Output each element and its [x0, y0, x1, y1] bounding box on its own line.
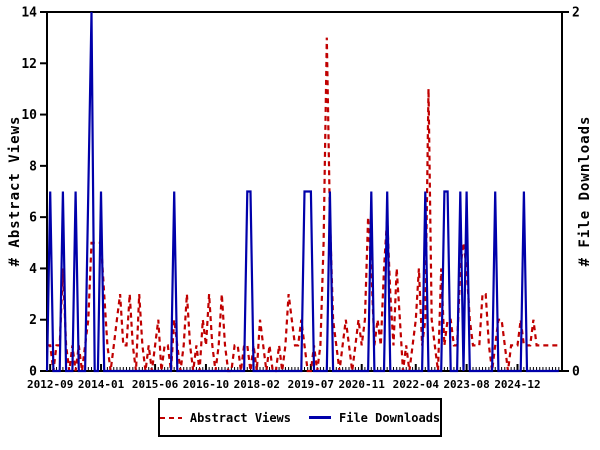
svg-text:2022-04: 2022-04	[393, 378, 440, 391]
abstract-views-line-sample	[159, 416, 182, 419]
svg-text:2018-02: 2018-02	[234, 378, 280, 391]
legend-item-file-downloads: File Downloads	[309, 411, 440, 425]
file-downloads-line-sample	[309, 416, 331, 419]
svg-text:2: 2	[29, 313, 37, 328]
right-axis-ticks: 02	[563, 6, 580, 380]
svg-text:2019-07: 2019-07	[288, 378, 334, 391]
svg-text:2014-01: 2014-01	[78, 378, 125, 391]
legend-label-file-downloads: File Downloads	[339, 410, 441, 425]
right-axis-title: # File Downloads	[577, 115, 593, 267]
svg-text:2012-09: 2012-09	[27, 378, 73, 391]
svg-text:0: 0	[572, 365, 580, 380]
plot-frame	[46, 11, 563, 372]
svg-text:2023-08: 2023-08	[443, 378, 489, 391]
svg-text:2016-10: 2016-10	[183, 378, 229, 391]
legend-item-abstract-views: Abstract Views	[159, 410, 291, 425]
legend-label-abstract-views: Abstract Views	[189, 410, 291, 425]
x-axis-ticks: 2012-09 2014-01 2015-06 2016-10 2018-02 2019-…	[27, 364, 560, 391]
svg-text:2024-12: 2024-12	[494, 378, 540, 391]
svg-text:0: 0	[29, 365, 37, 380]
svg-text:12: 12	[21, 57, 37, 72]
svg-text:10: 10	[21, 108, 37, 123]
svg-text:2020-11: 2020-11	[339, 378, 386, 391]
svg-text:6: 6	[29, 211, 37, 226]
left-axis-ticks: 0 2 4 6 8 10 12 14	[21, 6, 46, 380]
chart-legend: Abstract Views File Downloads	[158, 398, 442, 437]
svg-text:2: 2	[572, 6, 580, 21]
svg-text:2015-06: 2015-06	[132, 378, 179, 391]
file-downloads-line	[45, 11, 559, 373]
svg-text:14: 14	[21, 6, 37, 21]
left-axis-title: # Abstract Views	[7, 115, 23, 267]
svg-text:8: 8	[29, 159, 37, 174]
svg-text:4: 4	[29, 262, 37, 277]
abstract-views-line	[47, 37, 559, 373]
